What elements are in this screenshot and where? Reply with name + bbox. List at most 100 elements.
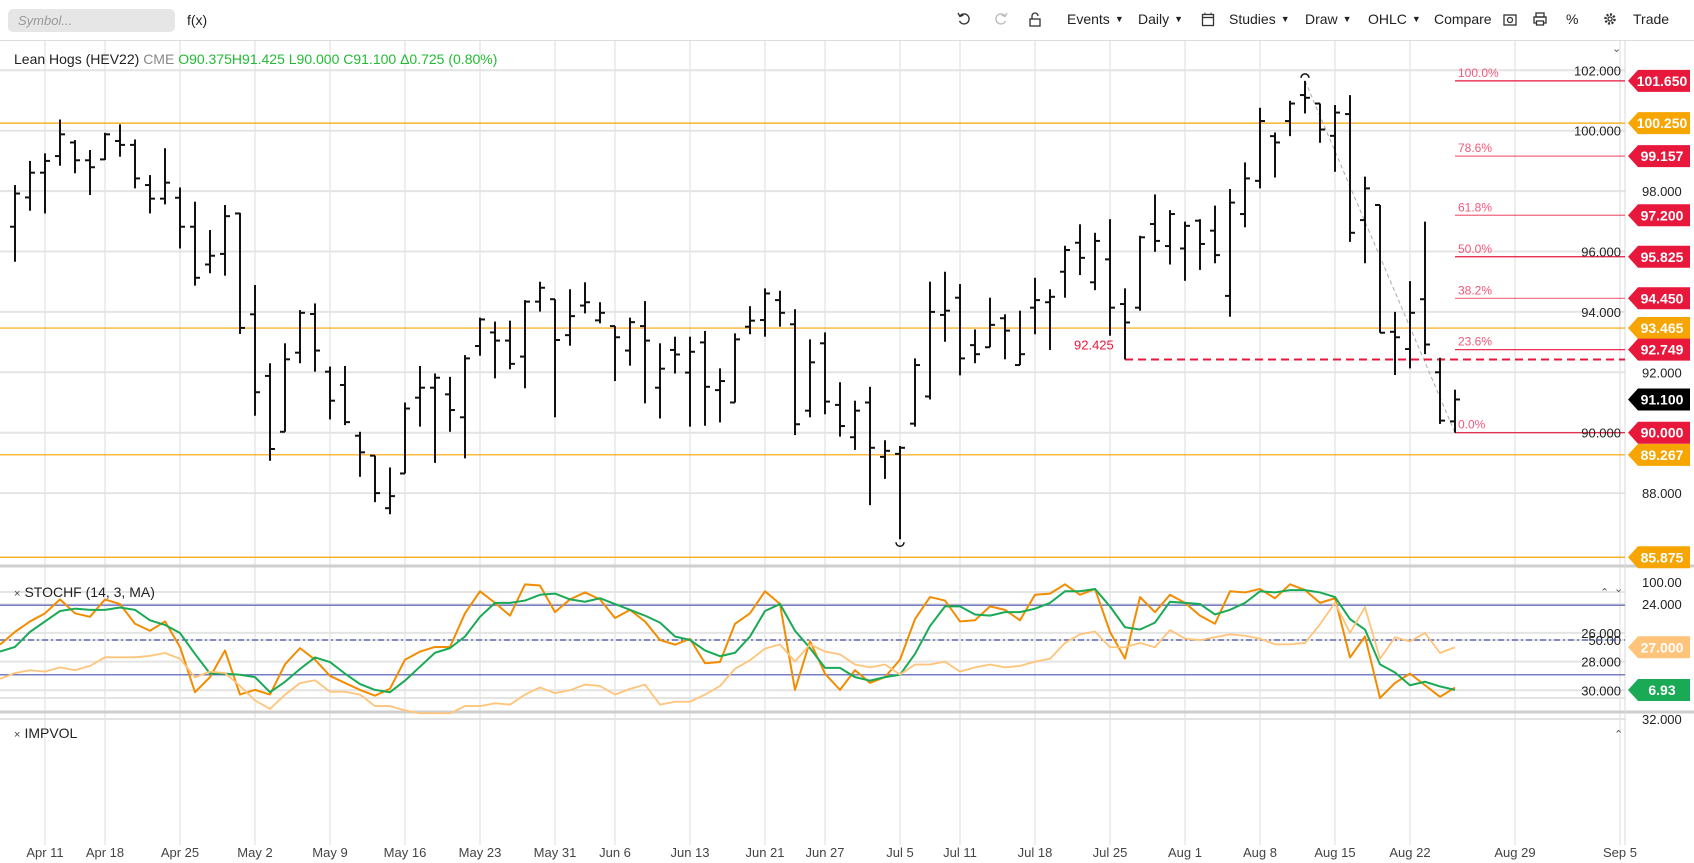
redo-icon[interactable] bbox=[993, 11, 1009, 27]
remove-study-icon[interactable]: × bbox=[14, 729, 21, 741]
last-price-tag: 91.100 bbox=[1641, 391, 1684, 407]
ohlc-bar bbox=[280, 343, 290, 433]
interval-menu[interactable]: Daily ▼ bbox=[1138, 11, 1183, 27]
ohlc-bar bbox=[1135, 235, 1145, 311]
ohlc-bar bbox=[1300, 80, 1310, 114]
chevron-down-icon[interactable]: ⌄ bbox=[1612, 43, 1622, 55]
fib-level-label: 50.0% bbox=[1458, 242, 1492, 256]
ohlc-bar bbox=[1375, 203, 1385, 334]
ohlc-bar bbox=[1030, 277, 1040, 335]
ohlc-bar bbox=[970, 329, 980, 364]
chart-type-label: OHLC bbox=[1368, 11, 1407, 27]
ohlc-bar bbox=[730, 333, 740, 404]
ohlc-bar bbox=[610, 325, 620, 382]
ohlc-bar bbox=[1015, 310, 1025, 367]
ohlc-bar bbox=[130, 139, 140, 189]
ohlc-bar bbox=[700, 330, 710, 426]
ohlc-bar bbox=[1435, 357, 1445, 424]
fib-level-label: 100.0% bbox=[1458, 66, 1499, 80]
ohlc-bar bbox=[1330, 105, 1340, 172]
chevron-down-icon[interactable]: ⌄ bbox=[1614, 583, 1624, 595]
caret-down-icon: ▼ bbox=[1174, 14, 1184, 24]
x-axis-label: May 16 bbox=[384, 845, 427, 860]
ohlc-bar bbox=[880, 440, 890, 479]
ohlc-bar bbox=[460, 355, 470, 459]
ohlc-bar bbox=[1150, 194, 1160, 252]
trade-button[interactable]: Trade bbox=[1633, 11, 1670, 27]
calendar-icon[interactable] bbox=[1200, 11, 1216, 27]
function-button[interactable]: f(x) bbox=[187, 12, 208, 28]
ohlc-bar bbox=[310, 303, 320, 372]
price-axis-label: 90.000 bbox=[1581, 426, 1621, 441]
x-axis-label: Aug 8 bbox=[1243, 845, 1277, 860]
ohlc-bar bbox=[520, 300, 530, 389]
ohlc-bar bbox=[1360, 176, 1370, 264]
impvol-pane-label: × IMPVOL bbox=[14, 725, 77, 741]
chevron-up-icon[interactable]: ⌃ bbox=[1600, 587, 1610, 599]
ohlc-bar bbox=[1315, 102, 1325, 143]
ohlc-bar bbox=[910, 358, 920, 427]
stoch-value-tag-bg bbox=[1628, 678, 1690, 701]
events-menu[interactable]: Events ▼ bbox=[1067, 11, 1124, 27]
ohlc-bar bbox=[1000, 314, 1010, 360]
remove-study-icon[interactable]: × bbox=[14, 588, 21, 600]
ohlc-bar bbox=[625, 317, 635, 366]
chevron-up-icon[interactable]: ⌃ bbox=[1614, 729, 1624, 741]
caret-down-icon: ▼ bbox=[1114, 14, 1124, 24]
fib-price-tag: 97.200 bbox=[1641, 207, 1684, 223]
support-price-tag-bg bbox=[1628, 317, 1690, 340]
x-axis-label: Jun 13 bbox=[670, 845, 709, 860]
x-axis-label: Apr 25 bbox=[161, 845, 199, 860]
ohlc-bar bbox=[490, 321, 500, 379]
ohlc-bar bbox=[1225, 188, 1235, 317]
fib-price-tag-bg bbox=[1628, 69, 1690, 92]
compare-button[interactable]: Compare bbox=[1434, 11, 1492, 27]
chart-type-menu[interactable]: OHLC ▼ bbox=[1368, 11, 1421, 27]
price-axis-label: 92.000 bbox=[1642, 365, 1682, 380]
close-value: C91.100 bbox=[343, 51, 397, 67]
ohlc-bar bbox=[205, 230, 215, 274]
ohlc-bar bbox=[1420, 221, 1430, 355]
interval-label: Daily bbox=[1138, 11, 1170, 27]
exchange-label: CME bbox=[143, 51, 175, 67]
fib-price-tag-bg bbox=[1628, 245, 1690, 268]
symbol-input[interactable] bbox=[8, 9, 175, 32]
x-axis-label: Jul 11 bbox=[943, 845, 977, 860]
ohlc-bar bbox=[430, 373, 440, 463]
last-price-tag-bg bbox=[1628, 388, 1690, 411]
support-price-tag: 100.250 bbox=[1637, 115, 1688, 131]
print-icon[interactable] bbox=[1532, 11, 1548, 27]
ohlc-bar bbox=[1270, 132, 1280, 178]
draw-menu[interactable]: Draw ▼ bbox=[1305, 11, 1352, 27]
ohlc-bar bbox=[85, 150, 95, 196]
percent-button[interactable]: % bbox=[1566, 11, 1579, 27]
ohlc-bar bbox=[925, 281, 935, 400]
impvol-axis-label: 28.000 bbox=[1581, 655, 1621, 670]
ohlc-bar bbox=[55, 119, 65, 166]
ohlc-bar bbox=[745, 306, 755, 335]
ohlc-bar bbox=[1210, 205, 1220, 264]
lock-icon[interactable] bbox=[1027, 11, 1043, 27]
support-price-tag-bg bbox=[1628, 546, 1690, 569]
x-axis-label: Apr 18 bbox=[86, 845, 124, 860]
ohlc-bar bbox=[295, 310, 305, 364]
low-marker-icon bbox=[895, 542, 905, 548]
x-axis-label: Jun 6 bbox=[599, 845, 631, 860]
gear-icon[interactable] bbox=[1602, 11, 1618, 27]
camera-icon[interactable] bbox=[1502, 11, 1518, 27]
ohlc-bar bbox=[940, 271, 950, 342]
caret-down-icon: ▼ bbox=[1280, 14, 1290, 24]
x-axis-label: Jul 5 bbox=[886, 845, 913, 860]
ohlc-bar bbox=[760, 288, 770, 337]
fib-level-label: 61.8% bbox=[1458, 200, 1492, 214]
stoch-axis-label: 100.00 bbox=[1642, 575, 1682, 590]
studies-menu[interactable]: Studies ▼ bbox=[1229, 11, 1290, 27]
x-axis-label: Sep 5 bbox=[1603, 845, 1637, 860]
ohlc-bar bbox=[70, 140, 80, 174]
undo-icon[interactable] bbox=[956, 11, 972, 27]
x-axis-label: May 9 bbox=[312, 845, 347, 860]
x-axis-label: Jun 21 bbox=[745, 845, 784, 860]
impvol-title: IMPVOL bbox=[24, 725, 78, 741]
ohlc-bar bbox=[400, 402, 410, 475]
